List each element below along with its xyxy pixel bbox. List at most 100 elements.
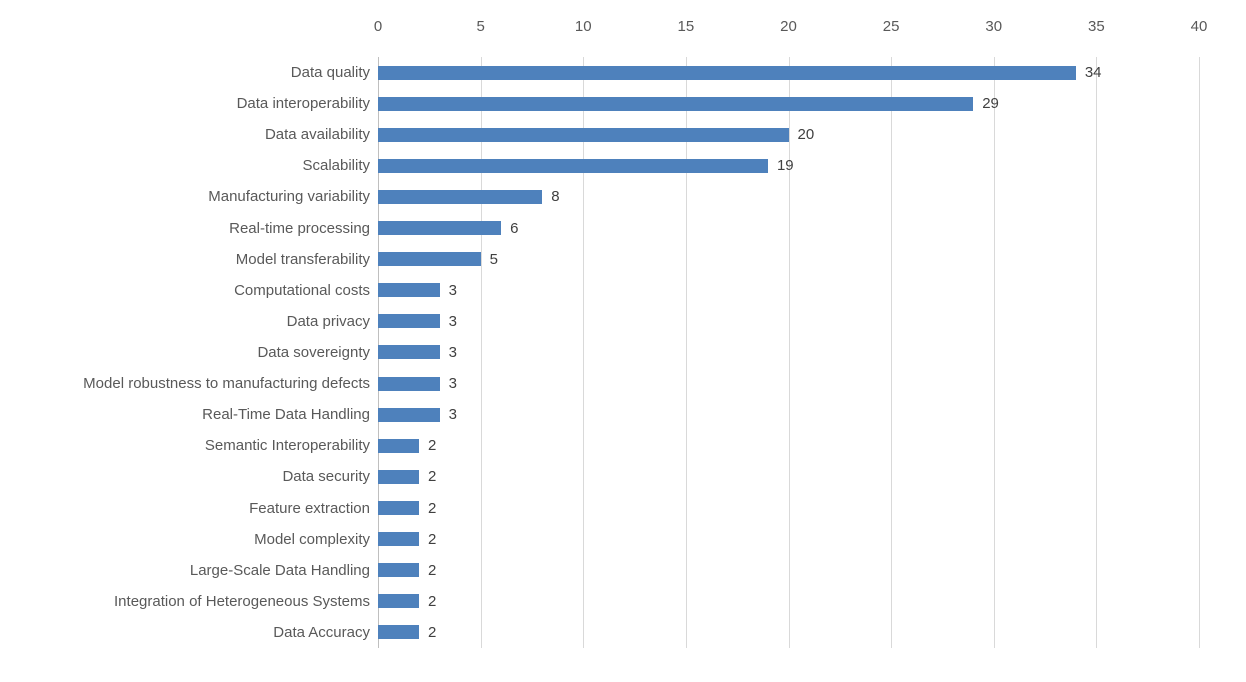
- gridline: [480, 57, 482, 648]
- bar-value-label: 2: [428, 437, 437, 455]
- category-row: Data availability: [0, 119, 370, 150]
- x-axis-tick-label: 10: [574, 18, 592, 35]
- x-axis-tick-label: 30: [985, 18, 1003, 35]
- x-axis-top: 0 5 10 15 20 25 30 35 40: [374, 18, 1208, 38]
- bar-value-label: 5: [489, 250, 498, 268]
- bar-row: 8: [378, 181, 1199, 212]
- bar-value-label: 3: [448, 281, 457, 299]
- category-label: Model transferability: [235, 250, 370, 268]
- bar: [378, 158, 768, 173]
- bar-value-label: 3: [448, 343, 457, 361]
- bar: [378, 407, 440, 422]
- bar: [378, 625, 420, 640]
- category-row: Real-time processing: [0, 213, 370, 244]
- category-row: Manufacturing variability: [0, 181, 370, 212]
- plot-area: 34 29 20 19 8 6 5 3 3 3 3 3 2 2 2 2 2 2 2: [378, 57, 1200, 648]
- category-row: Data quality: [0, 57, 370, 88]
- bar-row: 6: [378, 213, 1199, 244]
- bar-row: 5: [378, 244, 1199, 275]
- bar-value-label: 3: [448, 406, 457, 424]
- bar: [378, 345, 440, 360]
- category-label: Data sovereignty: [257, 343, 370, 361]
- category-label: Semantic Interoperability: [204, 437, 370, 455]
- gridline: [891, 57, 893, 648]
- bar-row: 2: [378, 461, 1199, 492]
- category-label: Data quality: [290, 64, 370, 82]
- bar-row: 2: [378, 524, 1199, 555]
- category-row: Large-Scale Data Handling: [0, 555, 370, 586]
- category-label: Data interoperability: [236, 95, 370, 113]
- bar-row: 2: [378, 617, 1199, 648]
- category-row: Data Accuracy: [0, 617, 370, 648]
- category-row: Model robustness to manufacturing defect…: [0, 368, 370, 399]
- x-axis-tick-label: 15: [677, 18, 695, 35]
- bar: [378, 127, 789, 142]
- bar: [378, 594, 420, 609]
- bar-value-label: 19: [776, 157, 794, 175]
- bar-value-label: 2: [428, 623, 437, 641]
- x-axis-tick-label: 35: [1088, 18, 1105, 35]
- bar-value-label: 29: [982, 95, 999, 113]
- bar: [378, 563, 420, 578]
- x-axis-tick-label: 25: [882, 18, 900, 35]
- category-row: Model complexity: [0, 524, 370, 555]
- bar: [378, 189, 543, 204]
- category-label: Model robustness to manufacturing defect…: [83, 375, 370, 393]
- bar: [378, 314, 440, 329]
- category-row: Data interoperability: [0, 88, 370, 119]
- bar-row: 20: [378, 119, 1199, 150]
- bar-row: 3: [378, 306, 1199, 337]
- bar-row: 29: [378, 88, 1199, 119]
- category-label: Data Accuracy: [273, 623, 370, 641]
- bar: [378, 96, 974, 111]
- category-row: Model transferability: [0, 244, 370, 275]
- category-row: Real-Time Data Handling: [0, 399, 370, 430]
- category-label: Manufacturing variability: [208, 188, 370, 206]
- bar: [378, 252, 481, 267]
- bar: [378, 438, 420, 453]
- category-row: Semantic Interoperability: [0, 430, 370, 461]
- bar-row: 3: [378, 275, 1199, 306]
- category-label: Scalability: [302, 157, 370, 175]
- gridline: [993, 57, 995, 648]
- bar-value-label: 34: [1084, 64, 1102, 82]
- category-row: Data privacy: [0, 306, 370, 337]
- x-axis-tick-label: 40: [1190, 18, 1208, 35]
- x-axis-tick-label: 20: [780, 18, 797, 35]
- category-label: Integration of Heterogeneous Systems: [114, 592, 370, 610]
- category-label: Model complexity: [254, 530, 370, 548]
- category-label: Real-time processing: [229, 219, 370, 237]
- bar-value-label: 2: [428, 468, 437, 486]
- bar-row: 3: [378, 368, 1199, 399]
- category-label: Feature extraction: [249, 499, 370, 517]
- category-row: Data sovereignty: [0, 337, 370, 368]
- gridline: [1096, 57, 1098, 648]
- category-row: Scalability: [0, 150, 370, 181]
- category-label: Real-Time Data Handling: [202, 406, 370, 424]
- category-row: Feature extraction: [0, 492, 370, 523]
- category-row: Data security: [0, 461, 370, 492]
- bar: [378, 532, 420, 547]
- gridline: [583, 57, 585, 648]
- category-label: Data security: [282, 468, 370, 486]
- gridline: [685, 57, 687, 648]
- bar-row: 2: [378, 555, 1199, 586]
- bar: [378, 221, 502, 236]
- bar-value-label: 8: [551, 188, 560, 206]
- category-axis-labels: Data quality Data interoperability Data av…: [0, 57, 370, 648]
- bar-row: 19: [378, 150, 1199, 181]
- bar-value-label: 2: [428, 561, 437, 579]
- x-axis-tick-label: 0: [373, 18, 383, 35]
- bar: [378, 376, 440, 391]
- category-row: Computational costs: [0, 275, 370, 306]
- bar-row: 3: [378, 337, 1199, 368]
- bar-value-label: 3: [448, 375, 457, 393]
- bar-value-label: 3: [448, 312, 457, 330]
- bar-value-label: 2: [428, 592, 437, 610]
- gridline: [1199, 57, 1200, 648]
- bar-row: 2: [378, 586, 1199, 617]
- bar: [378, 469, 420, 484]
- bar: [378, 283, 440, 298]
- x-axis-tick-label: 5: [476, 18, 485, 35]
